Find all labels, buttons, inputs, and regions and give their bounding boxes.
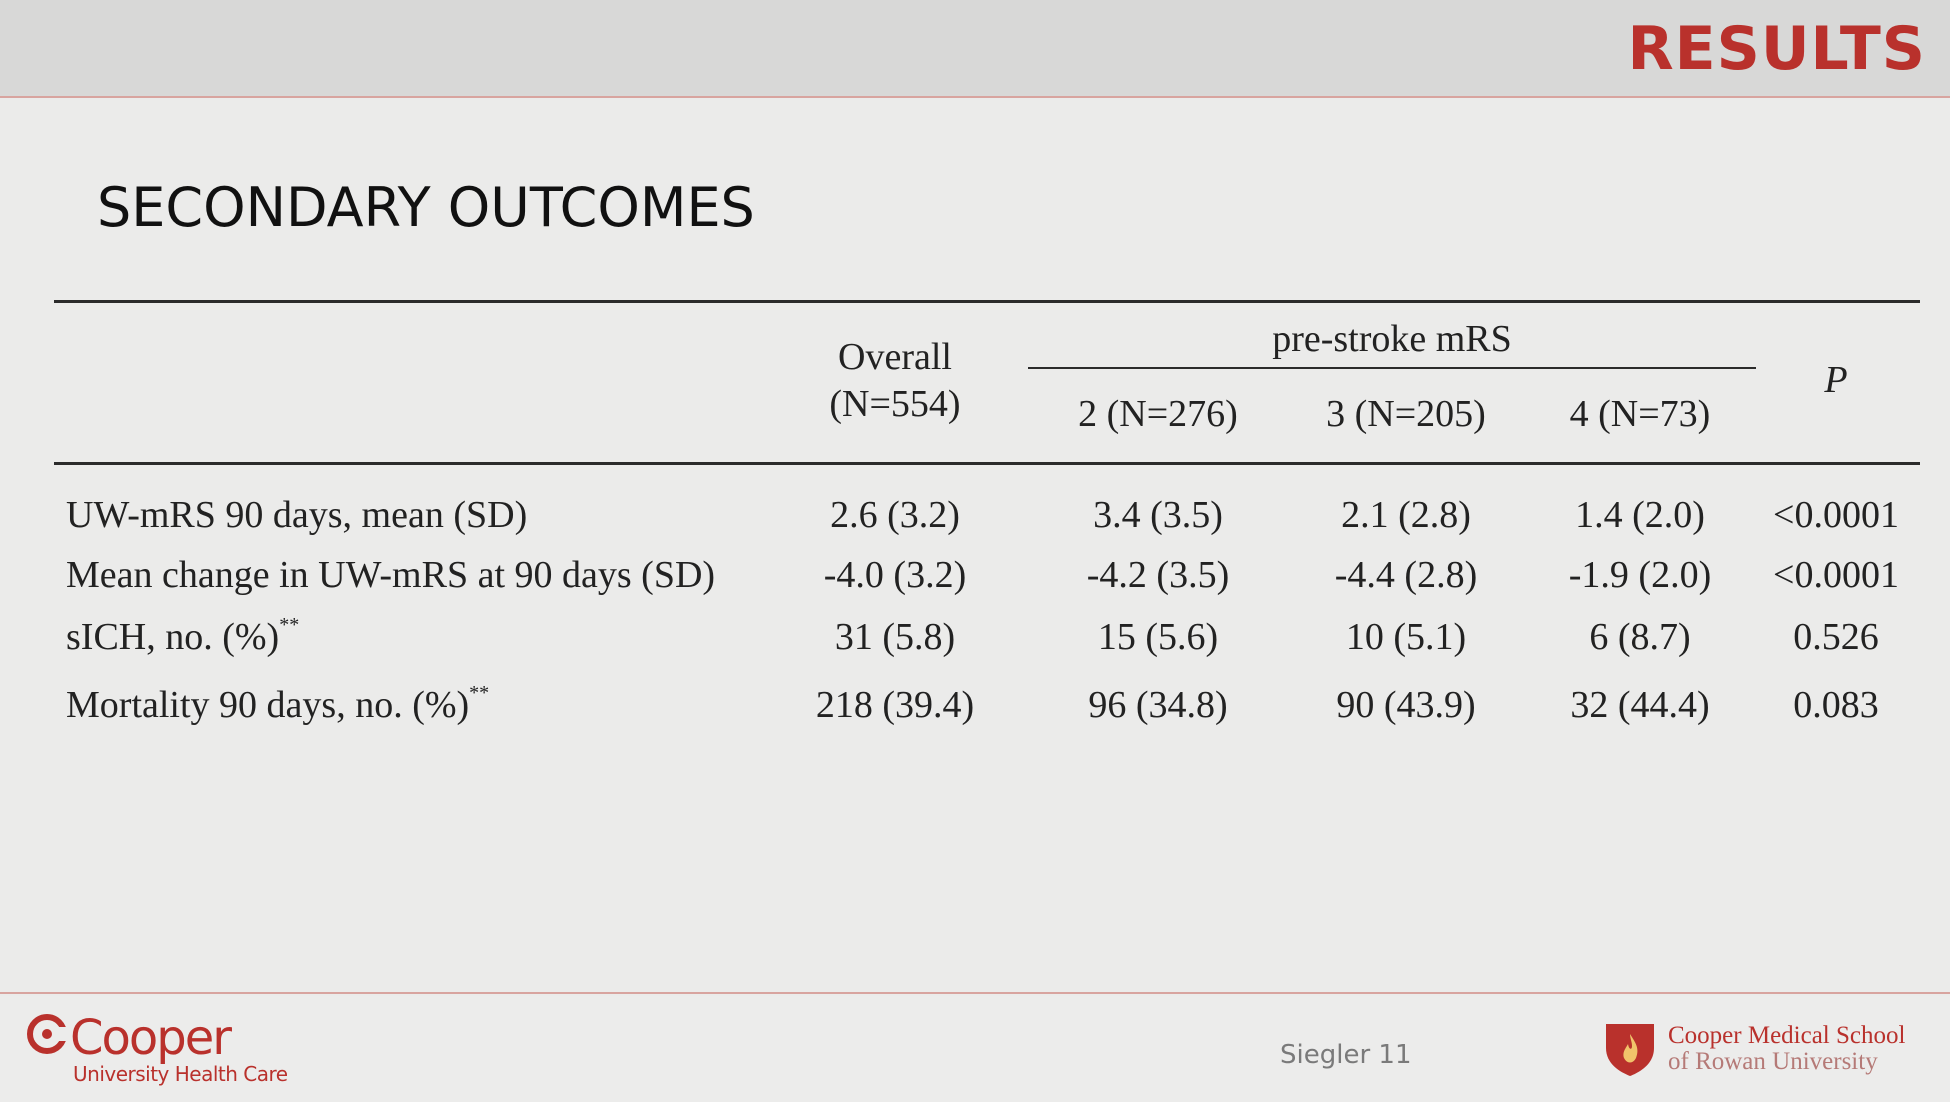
table-top-rule (54, 300, 1920, 303)
row-label: Mortality 90 days, no. (%) (66, 684, 470, 726)
cell-p: 0.083 (1793, 684, 1879, 726)
shield-flame-icon (1606, 1024, 1654, 1076)
row-label-wrap: sICH, no. (%)** (66, 614, 300, 659)
column-header-p: P (1824, 359, 1848, 401)
row-label: UW-mRS 90 days, mean (SD) (66, 494, 528, 536)
cell-overall: 218 (39.4) (815, 684, 975, 726)
cell-mrs4: -1.9 (2.0) (1568, 554, 1712, 596)
cell-mrs3: -4.4 (2.8) (1334, 554, 1478, 596)
medical-school-name: Cooper Medical School (1668, 1022, 1906, 1049)
header-bar (0, 0, 1950, 98)
cell-mrs2: 15 (5.6) (1097, 616, 1219, 658)
group-header-label: pre-stroke mRS (1272, 318, 1512, 360)
footer-divider (0, 992, 1950, 994)
cell-overall: 31 (5.8) (834, 616, 956, 658)
cooper-logo-subtitle: University Health Care (73, 1062, 288, 1086)
cell-mrs2: -4.2 (3.5) (1086, 554, 1230, 596)
row-label-wrap: Mortality 90 days, no. (%)** (66, 682, 490, 727)
group-header-rule (1028, 367, 1756, 369)
footnote-marker: ** (279, 614, 300, 637)
cell-mrs3: 2.1 (2.8) (1341, 494, 1471, 536)
cell-mrs4: 6 (8.7) (1589, 616, 1691, 658)
table-header-rule (54, 462, 1920, 465)
medical-school-affiliation: of Rowan University (1668, 1048, 1878, 1075)
column-header-mrs2: 2 (N=276) (1078, 393, 1238, 435)
cell-mrs4: 32 (44.4) (1570, 684, 1710, 726)
cell-overall: -4.0 (3.2) (823, 554, 967, 596)
cell-overall: 2.6 (3.2) (830, 494, 960, 536)
column-header-mrs3: 3 (N=205) (1326, 393, 1486, 435)
cell-mrs2: 96 (34.8) (1088, 684, 1228, 726)
cooper-logo-word: Cooper (70, 1010, 232, 1066)
page-number: Siegler 11 (1280, 1040, 1412, 1070)
row-label: sICH, no. (%) (66, 616, 280, 658)
cell-p: <0.0001 (1773, 554, 1899, 596)
footnote-marker: ** (469, 682, 490, 705)
cell-mrs4: 1.4 (2.0) (1575, 494, 1705, 536)
row-label: Mean change in UW-mRS at 90 days (SD) (66, 554, 716, 596)
cell-p: 0.526 (1793, 616, 1879, 658)
column-header-overall-n: (N=554) (829, 383, 961, 425)
cell-mrs2: 3.4 (3.5) (1093, 494, 1223, 536)
cell-p: <0.0001 (1773, 494, 1899, 536)
section-label: RESULTS (1627, 14, 1926, 84)
slide-title: SECONDARY OUTCOMES (97, 176, 755, 239)
cooper-c-logo-icon (27, 1014, 68, 1054)
column-header-mrs4: 4 (N=73) (1569, 393, 1711, 435)
column-header-overall: Overall (838, 336, 952, 378)
cell-mrs3: 10 (5.1) (1345, 616, 1467, 658)
cell-mrs3: 90 (43.9) (1336, 684, 1476, 726)
